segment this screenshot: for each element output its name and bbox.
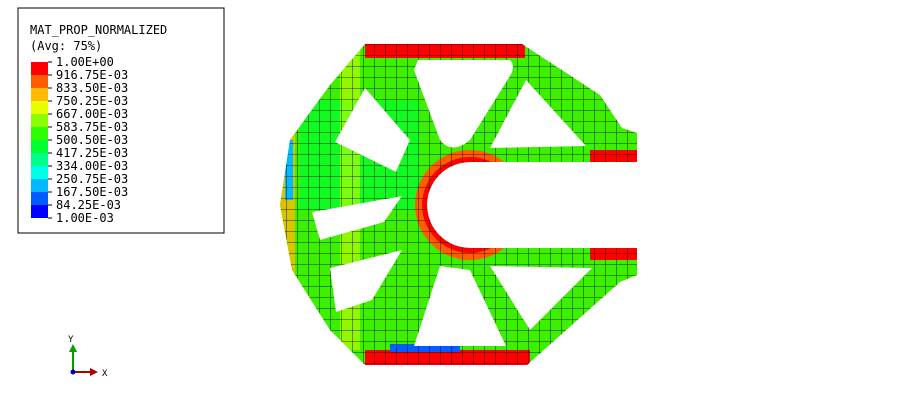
legend-label: 167.50E-03 xyxy=(56,185,128,199)
legend-label: 916.75E-03 xyxy=(56,68,128,82)
legend-title: MAT_PROP_NORMALIZED xyxy=(30,23,167,37)
legend-swatch xyxy=(31,62,48,75)
legend-label: 250.75E-03 xyxy=(56,172,128,186)
legend-swatch xyxy=(31,114,48,127)
legend-scale: 1.00E+00916.75E-03833.50E-03750.25E-0366… xyxy=(31,55,128,225)
legend-label: 417.25E-03 xyxy=(56,146,128,160)
legend-swatch xyxy=(31,140,48,153)
axis-triad: Y X xyxy=(68,335,108,379)
legend-label: 500.50E-03 xyxy=(56,133,128,147)
legend-label: 750.25E-03 xyxy=(56,94,128,108)
legend-swatch xyxy=(31,205,48,218)
legend-label: 583.75E-03 xyxy=(56,120,128,134)
legend-label: 667.00E-03 xyxy=(56,107,128,121)
legend-label: 1.00E-03 xyxy=(56,211,114,225)
legend-swatch xyxy=(31,127,48,140)
legend-swatch xyxy=(31,192,48,205)
part xyxy=(280,44,637,365)
legend-label: 84.25E-03 xyxy=(56,198,121,212)
legend-box: MAT_PROP_NORMALIZED (Avg: 75%) 1.00E+009… xyxy=(17,7,225,234)
triad-y-label: Y xyxy=(68,335,74,345)
triad-x-label: X xyxy=(102,369,108,379)
legend-subtitle: (Avg: 75%) xyxy=(30,39,102,53)
legend-label: 833.50E-03 xyxy=(56,81,128,95)
legend-swatch xyxy=(31,75,48,88)
legend-swatch xyxy=(31,153,48,166)
legend-swatch xyxy=(31,88,48,101)
legend-swatch xyxy=(31,101,48,114)
legend-label: 1.00E+00 xyxy=(56,55,114,69)
legend-label: 334.00E-03 xyxy=(56,159,128,173)
legend-swatch xyxy=(31,179,48,192)
legend-swatch xyxy=(31,166,48,179)
